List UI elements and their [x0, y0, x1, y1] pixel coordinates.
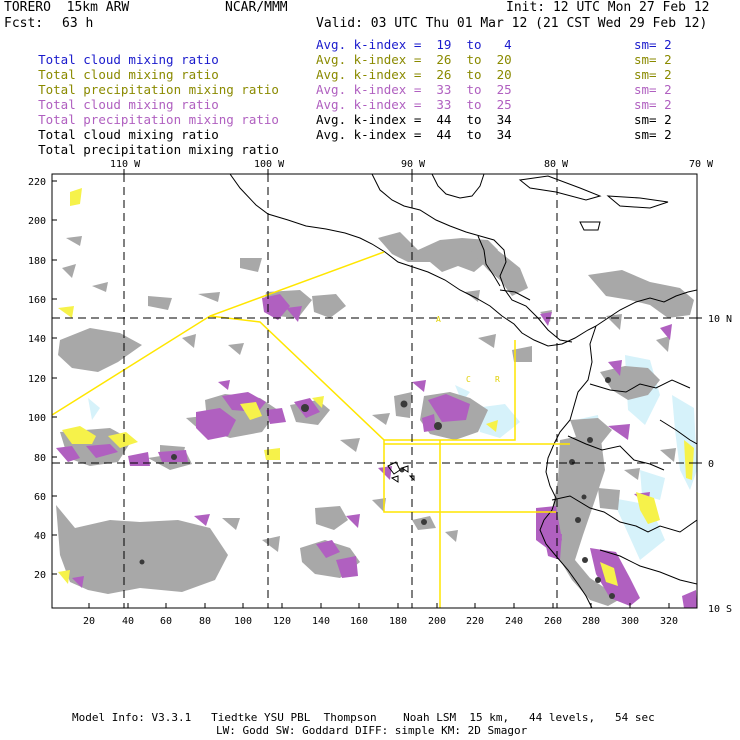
- legend-sm-3: sm= 2: [634, 67, 672, 82]
- x-tick-labels: 20 40 60 80 100 120 140 160 180 200 220 …: [83, 616, 678, 627]
- legend-index-4: Avg. k-index = 33 to 25: [316, 82, 512, 97]
- legend-index-1: Avg. k-index = 19 to 4: [316, 37, 512, 52]
- legend-sm-6: sm= 2: [634, 112, 672, 127]
- x-tick: 40: [122, 616, 134, 627]
- x-tick: 60: [160, 616, 172, 627]
- legend-row-3: Total precipitation mixing ratio: [8, 67, 279, 97]
- lat-label: 0: [708, 459, 714, 470]
- organization: NCAR/MMM: [225, 0, 288, 15]
- y-tick: 120: [28, 374, 46, 385]
- legend-index-7: Avg. k-index = 44 to 34: [316, 127, 512, 142]
- legend-field: Total precipitation mixing ratio: [38, 112, 279, 127]
- legend-row-2: Total cloud mixing ratio: [8, 52, 219, 82]
- legend-field: Total cloud mixing ratio: [38, 127, 219, 142]
- legend-field: Total cloud mixing ratio: [38, 52, 219, 67]
- precip-areas: [56, 294, 697, 608]
- forecast-hour: 63 h: [62, 16, 94, 31]
- y-tick: 200: [28, 216, 46, 227]
- dark-cores: [139, 377, 615, 599]
- model-title: TORERO 15km ARW: [4, 0, 130, 15]
- legend-field: Total cloud mixing ratio: [38, 97, 219, 112]
- longitude-labels: 110 W 100 W 90 W 80 W 70 W: [110, 159, 714, 170]
- y-tick: 220: [28, 177, 46, 188]
- footer-model-info: Model Info: V3.3.1 Tiedtke YSU PBL Thomp…: [72, 711, 655, 724]
- x-tick: 100: [234, 616, 252, 627]
- coastlines: [229, 174, 697, 608]
- yellow-areas: [58, 188, 694, 586]
- legend-field: Total precipitation mixing ratio: [38, 142, 279, 157]
- legend-index-2: Avg. k-index = 26 to 20: [316, 52, 512, 67]
- legend-sm-4: sm= 2: [634, 82, 672, 97]
- y-tick: 60: [34, 492, 46, 503]
- x-tick: 280: [582, 616, 600, 627]
- y-tick: 20: [34, 570, 46, 581]
- marker-r: R: [495, 375, 500, 384]
- map-frame: [51, 173, 698, 609]
- legend-row-1: Total cloud mixing ratio: [8, 37, 219, 67]
- legend-sm-7: sm= 2: [634, 127, 672, 142]
- footer-physics-info: LW: Godd SW: Goddard DIFF: simple KM: 2D…: [216, 724, 528, 737]
- x-tick: 80: [199, 616, 211, 627]
- legend-row-7: Total precipitation mixing ratio: [8, 127, 279, 157]
- y-tick: 40: [34, 531, 46, 542]
- x-tick: 320: [660, 616, 678, 627]
- forecast-label: Fcst:: [4, 16, 44, 31]
- legend-row-6: Total cloud mixing ratio: [8, 112, 219, 142]
- x-tick: 260: [544, 616, 562, 627]
- lon-label: 80 W: [544, 159, 569, 170]
- x-tick: 240: [505, 616, 523, 627]
- legend-index-5: Avg. k-index = 33 to 25: [316, 97, 512, 112]
- x-tick: 220: [466, 616, 484, 627]
- x-tick: 140: [312, 616, 330, 627]
- init-time: Init: 12 UTC Mon 27 Feb 12: [506, 0, 710, 15]
- legend-index-3: Avg. k-index = 26 to 20: [316, 67, 512, 82]
- legend-field: Total precipitation mixing ratio: [38, 82, 279, 97]
- lat-label: 10 S: [708, 604, 732, 615]
- domain-outline: [52, 251, 570, 608]
- x-tick: 20: [83, 616, 95, 627]
- y-tick-marks: [52, 180, 57, 575]
- y-tick: 80: [34, 453, 46, 464]
- legend-field: Total cloud mixing ratio: [38, 67, 219, 82]
- legend-row-4: Total cloud mixing ratio: [8, 82, 219, 112]
- legend-sm-2: sm= 2: [634, 52, 672, 67]
- lat-label: 10 N: [708, 314, 732, 325]
- marker-c: C: [466, 375, 471, 384]
- legend-sm-1: sm= 2: [634, 37, 672, 52]
- lon-label: 70 W: [689, 159, 714, 170]
- latitude-labels: 10 N 0 10 S: [708, 314, 732, 615]
- x-tick: 300: [621, 616, 639, 627]
- y-tick: 140: [28, 334, 46, 345]
- x-tick: 120: [273, 616, 291, 627]
- valid-time: Valid: 03 UTC Thu 01 Mar 12 (21 CST Wed …: [316, 16, 708, 31]
- y-tick: 180: [28, 256, 46, 267]
- lon-label: 100 W: [254, 159, 285, 170]
- legend-sm-5: sm= 2: [634, 97, 672, 112]
- y-tick: 100: [28, 413, 46, 424]
- lon-label: 110 W: [110, 159, 141, 170]
- legend-row-5: Total precipitation mixing ratio: [8, 97, 279, 127]
- y-tick-labels: 220 200 180 160 140 120 100 80 60 40 20: [28, 177, 46, 581]
- x-tick-marks: [88, 169, 702, 608]
- legend-index-6: Avg. k-index = 44 to 34: [316, 112, 512, 127]
- lat-lon-grid: [52, 174, 697, 608]
- lon-label: 90 W: [401, 159, 426, 170]
- y-tick: 160: [28, 295, 46, 306]
- marker-a: A: [436, 315, 441, 324]
- x-tick: 160: [350, 616, 368, 627]
- x-tick: 200: [428, 616, 446, 627]
- x-tick: 180: [389, 616, 407, 627]
